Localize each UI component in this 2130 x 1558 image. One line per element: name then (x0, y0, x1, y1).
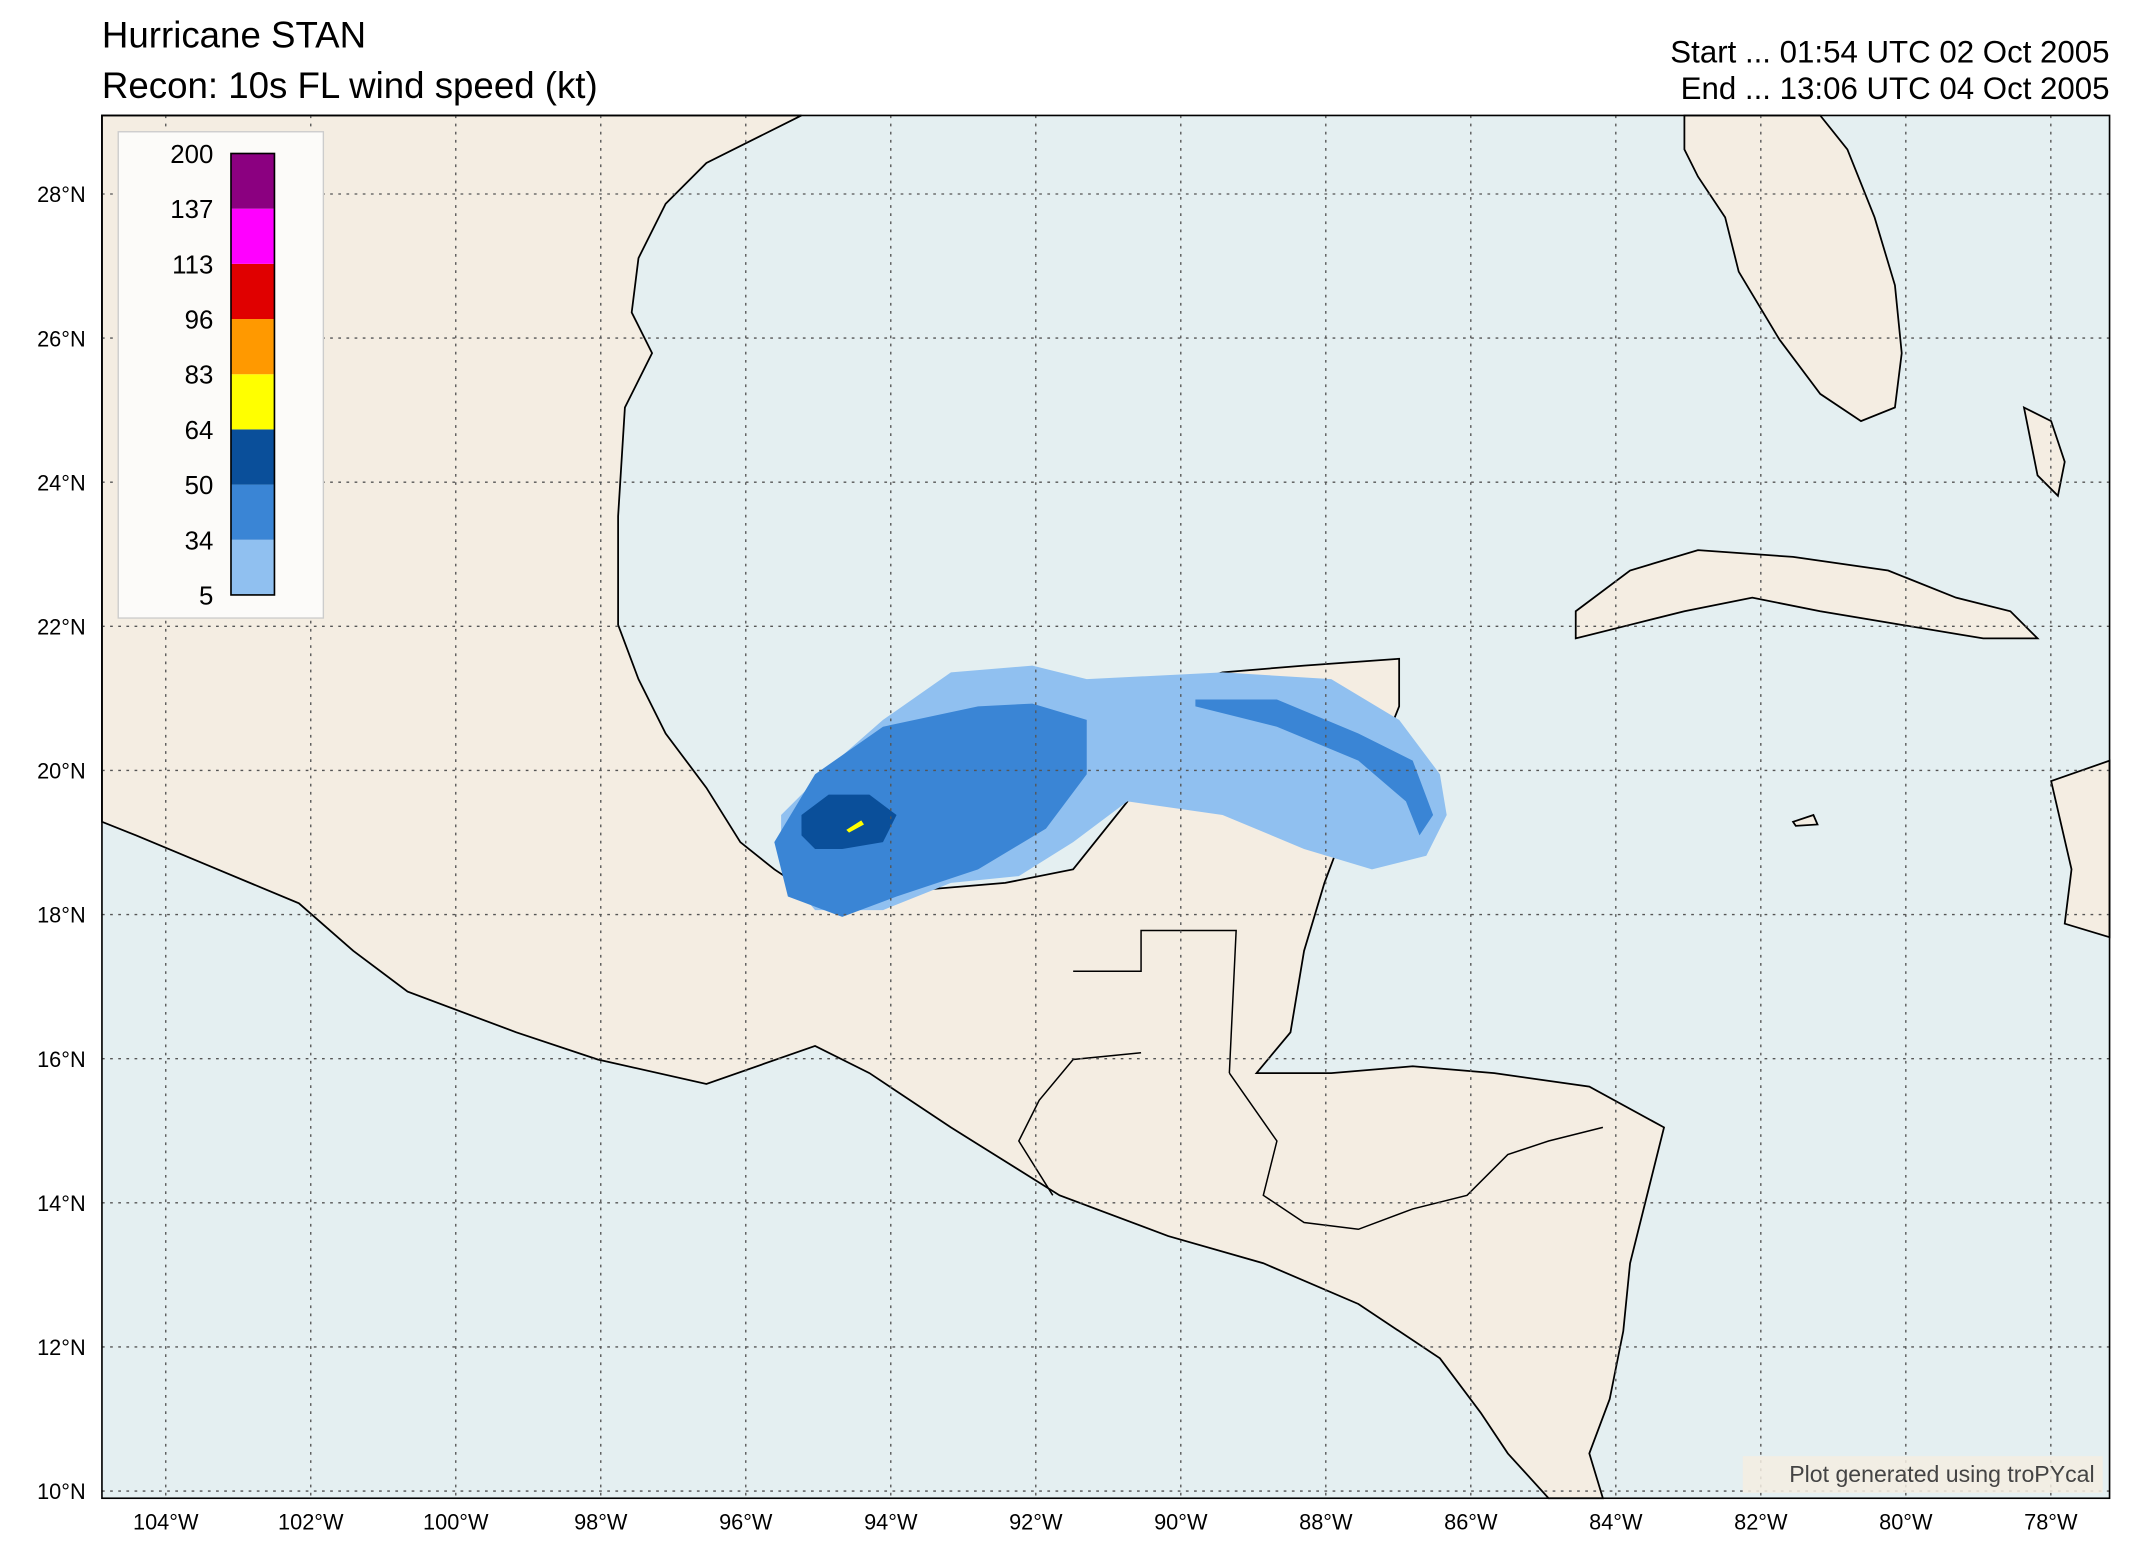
colorbar-segment (230, 484, 275, 540)
title: Hurricane STAN (102, 15, 366, 56)
lon-tick-label: 86°W (1444, 1509, 1498, 1534)
land-bahamas (2022, 405, 2066, 498)
colorbar: 5 34 50 64 83 96 113 137 200 (170, 141, 276, 610)
lon-tick-label: 92°W (1009, 1509, 1063, 1534)
colorbar-box (117, 131, 325, 619)
colorbar-label: 113 (172, 251, 213, 279)
tick-labels: 104°W 102°W 100°W 98°W 96°W 94°W 92°W 90°W 88°W 8… (37, 182, 2078, 1534)
end-time: End ... 13:06 UTC 04 Oct 2005 (1681, 71, 2110, 106)
lat-tick-label: 10°N (37, 1479, 86, 1504)
lon-tick-label: 98°W (574, 1509, 628, 1534)
border (1017, 1051, 1142, 1196)
lat-tick-label: 26°N (37, 326, 86, 351)
colorbar-label: 50 (185, 472, 214, 500)
colorbar-segment (230, 429, 275, 485)
lat-tick-label: 18°N (37, 903, 86, 928)
lon-tick-label: 90°W (1154, 1509, 1208, 1534)
start-time: Start ... 01:54 UTC 02 Oct 2005 (1670, 34, 2109, 69)
credit-box (1742, 1456, 2103, 1493)
lon-tick-label: 80°W (1879, 1509, 1933, 1534)
credit: Plot generated using troPYcal (1789, 1461, 2094, 1487)
wind-swath-83 (846, 820, 864, 833)
lon-tick-label: 94°W (864, 1509, 918, 1534)
lat-tick-label: 20°N (37, 759, 86, 784)
subtitle: Recon: 10s FL wind speed (kt) (102, 65, 598, 106)
lon-tick-label: 102°W (278, 1509, 344, 1534)
lon-tick-label: 84°W (1589, 1509, 1643, 1534)
land-jamaica (1791, 813, 1819, 827)
colorbar-label: 5 (199, 582, 213, 610)
border (1228, 1072, 1604, 1231)
map-area (101, 114, 2111, 1500)
lon-tick-label: 78°W (2024, 1509, 2078, 1534)
lon-tick-label: 104°W (133, 1509, 199, 1534)
lat-tick-label: 22°N (37, 614, 86, 639)
gridlines (101, 115, 2110, 1499)
colorbar-label: 64 (185, 417, 214, 445)
colorbar-segment (230, 153, 275, 209)
colorbar-label: 34 (185, 527, 214, 555)
colorbar-segment (230, 319, 275, 375)
lat-tick-label: 12°N (37, 1335, 86, 1360)
colorbar-label: 137 (170, 196, 213, 224)
colorbar-segment (230, 539, 275, 595)
map-frame (101, 114, 2111, 1500)
lon-tick-label: 82°W (1734, 1509, 1788, 1534)
land-hispaniola (2050, 759, 2111, 939)
lat-tick-label: 24°N (37, 470, 86, 495)
colorbar-segment (230, 263, 275, 320)
lat-tick-label: 14°N (37, 1191, 86, 1216)
land-florida (1683, 114, 1903, 423)
lon-tick-label: 100°W (423, 1509, 489, 1534)
wind-swath-50 (774, 703, 1087, 917)
colorbar-label: 96 (185, 307, 214, 335)
lat-tick-label: 28°N (37, 182, 86, 207)
colorbar-label: 83 (185, 362, 214, 390)
lon-tick-label: 96°W (719, 1509, 773, 1534)
border (1073, 929, 1237, 1074)
colorbar-outline (230, 152, 276, 596)
colorbar-segment (230, 374, 275, 430)
lat-tick-label: 16°N (37, 1047, 86, 1072)
land-cuba (1574, 549, 2040, 640)
wind-swath-50 (1195, 699, 1434, 836)
colorbar-label: 200 (170, 141, 213, 169)
lon-tick-label: 88°W (1299, 1509, 1353, 1534)
wind-swath-64 (801, 794, 897, 849)
colorbar-segment (230, 208, 275, 264)
